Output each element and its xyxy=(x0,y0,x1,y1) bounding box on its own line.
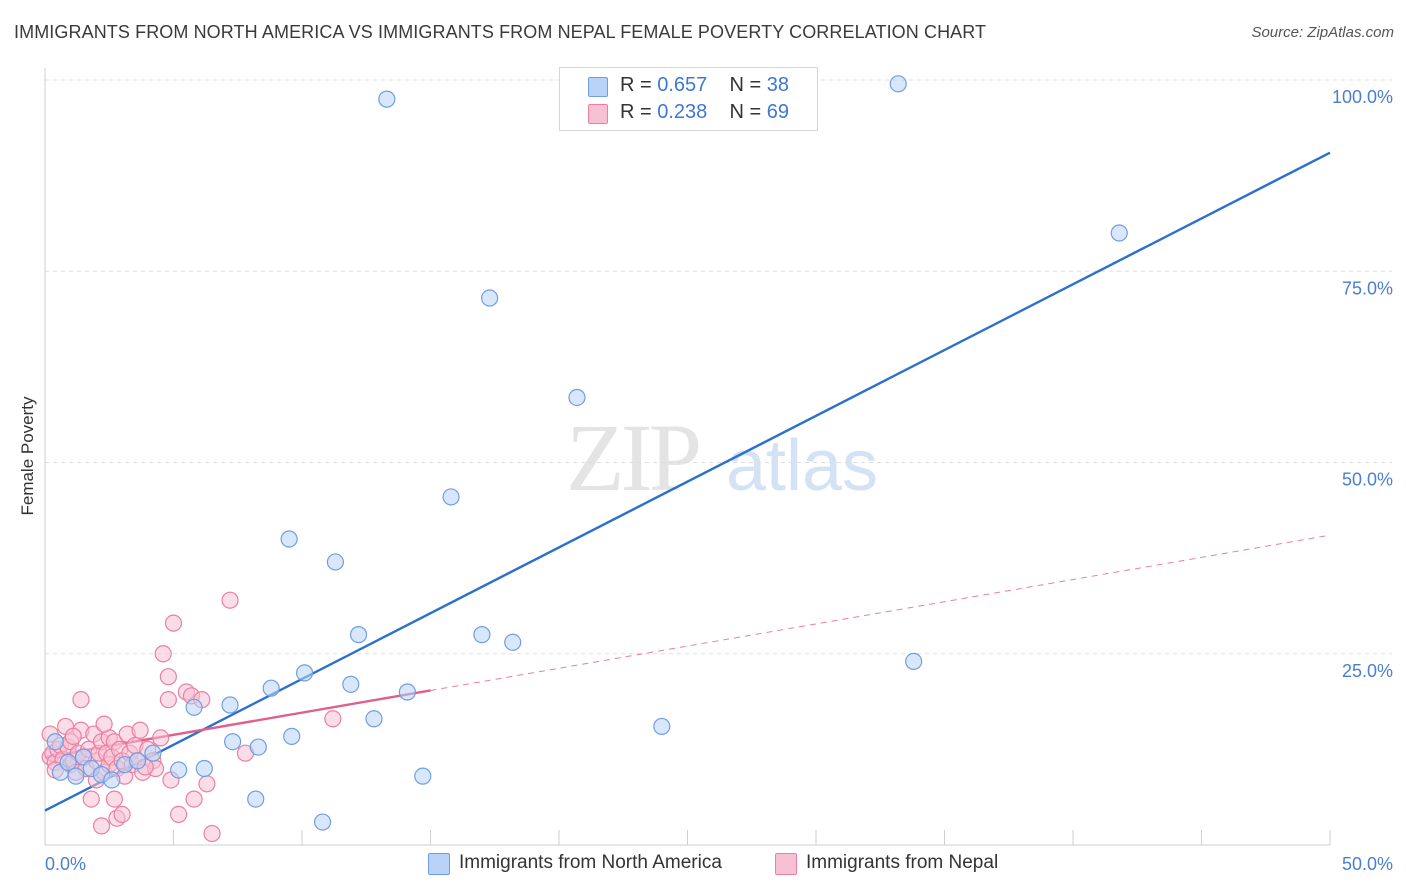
point-north-america xyxy=(224,733,242,751)
point-north-america xyxy=(295,664,314,682)
point-nepal xyxy=(82,790,100,808)
watermark-zip: ZIP xyxy=(566,404,699,511)
legend-n-value: 38 xyxy=(766,74,790,96)
point-north-america xyxy=(349,626,368,644)
watermark: ZIP atlas xyxy=(566,404,878,511)
y-tick-label: 75.0% xyxy=(1342,278,1393,298)
point-nepal xyxy=(72,691,90,709)
point-nepal xyxy=(170,805,188,824)
y-tick-label: 25.0% xyxy=(1342,661,1393,681)
point-north-america xyxy=(221,696,239,714)
legend-r-label: R = xyxy=(620,74,658,96)
point-nepal xyxy=(113,805,131,824)
point-north-america xyxy=(103,771,121,789)
trendline-extension-nepal xyxy=(430,534,1331,691)
point-nepal xyxy=(159,668,177,686)
point-north-america xyxy=(249,738,267,756)
point-north-america xyxy=(247,790,265,808)
point-north-america xyxy=(1110,224,1128,242)
x-tick-label: 50.0% xyxy=(1342,854,1393,874)
point-north-america xyxy=(280,530,298,548)
point-north-america xyxy=(365,710,383,728)
gridlines xyxy=(45,79,1392,655)
axes xyxy=(44,68,1331,846)
point-north-america xyxy=(889,75,907,93)
series-swatch-blue xyxy=(428,853,450,875)
point-north-america xyxy=(378,90,396,108)
point-nepal xyxy=(203,824,221,843)
legend-r-value: 0.238 xyxy=(657,101,708,123)
series-label-north-america: Immigrants from North America xyxy=(459,852,722,873)
point-nepal xyxy=(164,614,183,632)
point-nepal xyxy=(152,729,170,747)
series-swatch-pink xyxy=(775,853,797,875)
point-north-america xyxy=(342,675,360,693)
legend-n-value: 69 xyxy=(766,101,790,123)
point-north-america xyxy=(262,679,280,697)
point-nepal xyxy=(105,790,123,808)
point-nepal xyxy=(92,817,111,835)
point-north-america xyxy=(283,727,301,745)
point-north-america xyxy=(195,759,213,778)
chart-title: IMMIGRANTS FROM NORTH AMERICA VS IMMIGRA… xyxy=(14,22,987,42)
point-nepal xyxy=(154,645,172,663)
trendlines xyxy=(44,151,1331,812)
point-north-america xyxy=(504,633,522,651)
point-nepal xyxy=(159,691,177,709)
point-nepal xyxy=(198,775,216,793)
point-nepal xyxy=(185,790,203,808)
point-north-america xyxy=(170,761,188,779)
correlation-legend: R = 0.657 N = 38 R = 0.238 N = 69 xyxy=(559,67,818,131)
data-points xyxy=(41,75,1128,843)
point-north-america xyxy=(568,388,586,407)
point-north-america xyxy=(473,626,491,644)
point-north-america xyxy=(67,767,85,785)
x-tick-label: 0.0% xyxy=(45,854,86,874)
watermark-atlas: atlas xyxy=(726,426,878,506)
legend-n-label: N = xyxy=(729,74,767,96)
y-tick-label: 50.0% xyxy=(1342,470,1393,490)
point-north-america xyxy=(398,683,416,701)
point-north-america xyxy=(414,767,432,785)
legend-n-label: N = xyxy=(729,101,767,123)
series-label-nepal: Immigrants from Nepal xyxy=(806,852,999,873)
y-tick-label: 100.0% xyxy=(1332,87,1393,107)
point-north-america xyxy=(46,733,64,751)
legend-r-value: 0.657 xyxy=(657,74,708,96)
point-north-america xyxy=(653,717,671,736)
legend-text-north-america: R = 0.657 N = 38 xyxy=(620,74,789,97)
point-north-america xyxy=(128,752,147,770)
point-north-america xyxy=(185,698,203,716)
point-nepal xyxy=(95,715,113,733)
tick-labels: 25.0% 50.0% 75.0% 100.0% 0.0% 50.0% xyxy=(45,87,1393,874)
point-north-america xyxy=(59,753,77,771)
point-nepal xyxy=(324,710,342,728)
legend-swatch-blue xyxy=(588,77,608,97)
point-north-america xyxy=(442,488,460,506)
point-north-america xyxy=(326,553,345,571)
legend-swatch-pink xyxy=(588,104,608,124)
point-nepal xyxy=(64,727,82,745)
point-nepal xyxy=(221,591,239,609)
point-north-america xyxy=(144,744,162,762)
point-north-america xyxy=(905,652,923,671)
legend-r-label: R = xyxy=(620,101,658,123)
point-nepal xyxy=(131,721,149,739)
point-north-america xyxy=(481,289,499,307)
trendline-north-america xyxy=(44,151,1331,812)
source-label: Source: ZipAtlas.com xyxy=(1251,24,1394,41)
legend-text-nepal: R = 0.238 N = 69 xyxy=(620,101,789,124)
point-north-america xyxy=(313,813,332,831)
